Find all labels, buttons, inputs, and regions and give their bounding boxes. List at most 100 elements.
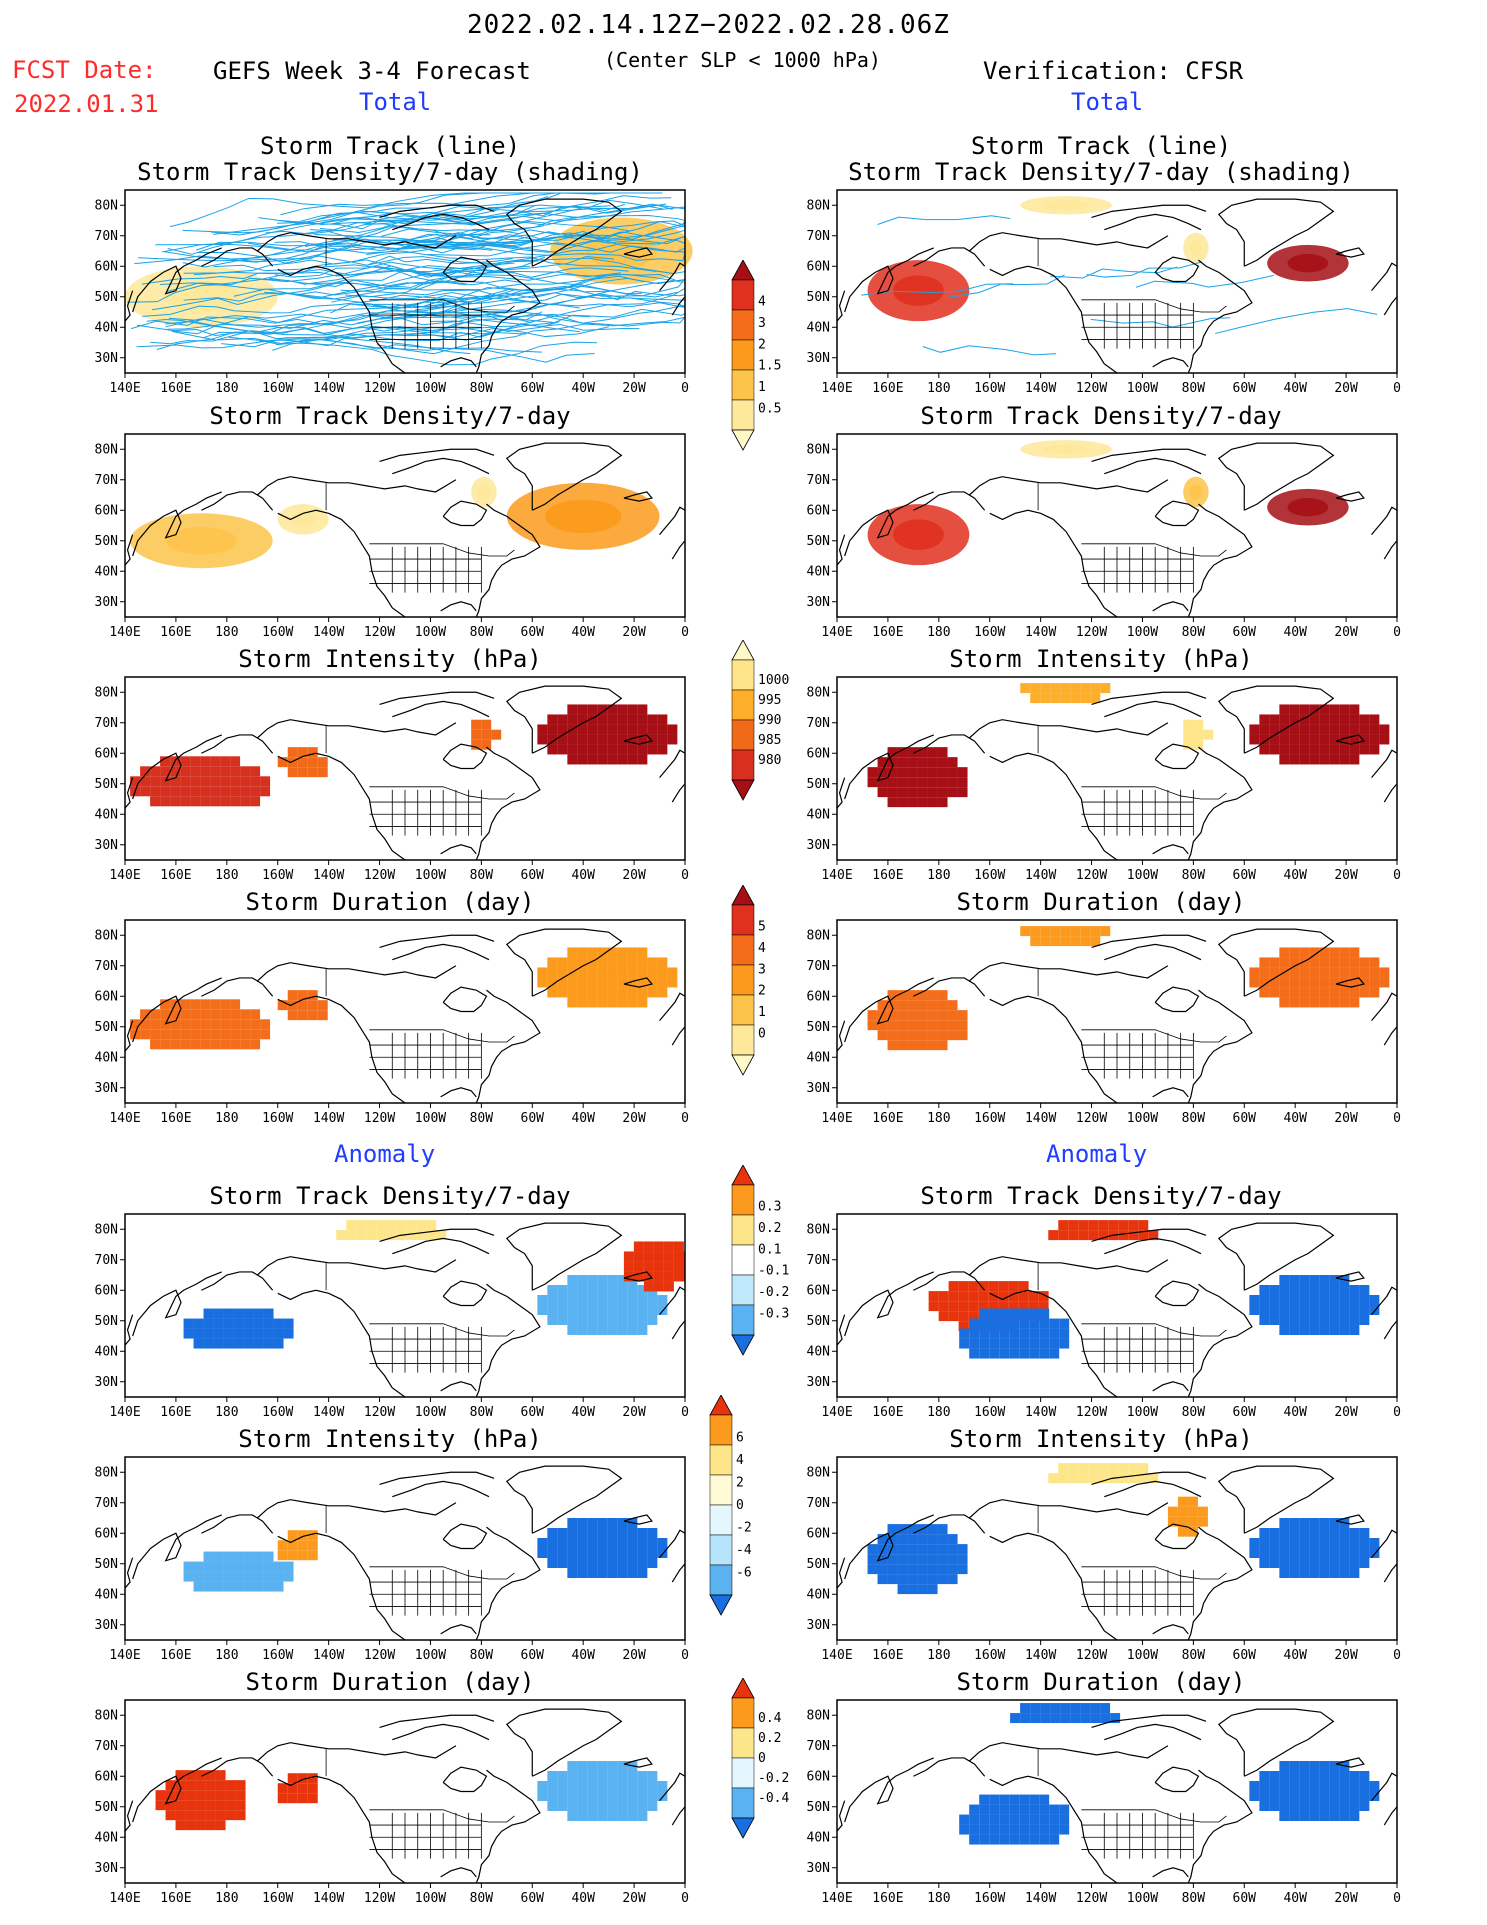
- grid-cell-pacific_neg: [999, 1814, 1010, 1825]
- grid-cell-arctic_pos: [1048, 1230, 1059, 1241]
- grid-cell-atlantic: [1349, 754, 1360, 765]
- colorbar-segment: [731, 964, 755, 996]
- grid-cell-hudson_pos: [1177, 1516, 1188, 1527]
- colorbar-label: 0: [736, 1498, 744, 1513]
- grid-cell-kamchatka_neg: [887, 1534, 898, 1545]
- grid-cell-atlantic: [557, 977, 568, 988]
- lon-label: 20W: [622, 1891, 646, 1906]
- lat-label: 30N: [807, 595, 830, 610]
- shaded-regions: [130, 947, 678, 1050]
- lon-label: 0: [681, 1891, 689, 1906]
- grid-cell-n_pacific: [170, 766, 181, 777]
- grid-cell-atlantic_neg: [1259, 1315, 1270, 1325]
- grid-cell-atlantic_neg: [1339, 1528, 1350, 1538]
- grid-cell-atlantic_neg: [607, 1548, 618, 1558]
- grid-cell-n_pacific_neg: [233, 1318, 244, 1329]
- grid-cell-n_pacific_neg: [223, 1571, 234, 1582]
- track-line: [248, 221, 630, 253]
- grid-cell-atlantic_neg: [1349, 1315, 1360, 1325]
- grid-cell-n_pacific_pos: [195, 1800, 206, 1811]
- grid-cell-atlantic: [597, 947, 608, 958]
- grid-cell-atlantic: [1309, 987, 1320, 998]
- grid-cell-atlantic_neg: [1349, 1548, 1360, 1558]
- gefs-dur-anom-title: Storm Duration (day): [245, 1668, 535, 1696]
- grid-cell-atlantic: [617, 997, 628, 1008]
- grid-cell-pacific_neg: [959, 1328, 970, 1339]
- grid-cell-atlantic_neg: [1279, 1548, 1290, 1558]
- grid-cell-atlantic: [627, 977, 638, 988]
- grid-cell-pacific_pos: [968, 1311, 979, 1322]
- grid-cell-atlantic: [1349, 957, 1360, 968]
- lon-label: 0: [681, 868, 689, 883]
- grid-cell-kamchatka: [937, 1030, 948, 1041]
- grid-cell-arctic_pos: [1078, 1473, 1089, 1484]
- grid-cell-atlantic_neg: [627, 1801, 638, 1811]
- grid-cell-atlantic_neg: [627, 1791, 638, 1801]
- lon-label: 20W: [1334, 1648, 1358, 1663]
- grid-cell-n_pacific_pos: [235, 1790, 246, 1801]
- grid-cell-atlantic_neg: [557, 1791, 568, 1801]
- lon-label: 80W: [470, 1111, 494, 1126]
- grid-cell-n_pacific_pos: [195, 1820, 206, 1831]
- lon-label: 20W: [1334, 1405, 1358, 1420]
- grid-cell-atlantic_neg: [617, 1538, 628, 1548]
- grid-cell-hudson_pos: [1187, 1506, 1198, 1517]
- grid-cell-atlantic_neg: [1359, 1295, 1370, 1305]
- grid-cell-atlantic_neg: [1259, 1538, 1270, 1548]
- lon-label: 140E: [109, 868, 140, 883]
- grid-cell-atlantic_neg: [1259, 1285, 1270, 1295]
- grid-cell-n_pacific: [250, 1029, 261, 1040]
- map-frame: [124, 919, 686, 1104]
- colorbar-segment: [709, 1444, 733, 1476]
- grid-cell-atlantic_neg: [607, 1791, 618, 1801]
- grid-cell-atlantic: [1299, 977, 1310, 988]
- grid-cell-atlantic_neg: [1289, 1528, 1300, 1538]
- grid-cell-atlantic_neg: [1329, 1558, 1340, 1568]
- lon-label: 160E: [160, 1405, 191, 1420]
- colorbar-segment: [731, 994, 755, 1026]
- grid-cell-atlantic: [1329, 977, 1340, 988]
- grid-cell-kamchatka: [957, 1030, 968, 1041]
- lon-label: 160E: [160, 868, 191, 883]
- grid-cell-kamchatka_neg: [917, 1554, 928, 1565]
- lat-label: 40N: [807, 564, 830, 579]
- lon-label: 60W: [521, 1891, 545, 1906]
- grid-cell-atlantic: [577, 734, 588, 745]
- coastline: [836, 928, 1398, 1104]
- grid-cell-arctic: [1080, 693, 1091, 704]
- lon-label: 160W: [974, 1891, 1005, 1906]
- lon-label: 120W: [364, 868, 395, 883]
- grid-cell-n_pacific_neg: [203, 1551, 214, 1562]
- grid-cell-atlantic_neg: [597, 1771, 608, 1781]
- grid-cell-pacific_neg: [999, 1348, 1010, 1359]
- grid-cell-atlantic: [1329, 714, 1340, 725]
- grid-cell-n_pacific_pos: [195, 1770, 206, 1781]
- grid-cell-atlantic: [627, 987, 638, 998]
- lon-label: 0: [1393, 1891, 1401, 1906]
- grid-cell-kamchatka: [937, 747, 948, 758]
- grid-cell-alaska_pos: [297, 1530, 308, 1541]
- colorbar-label: -0.2: [758, 1285, 789, 1300]
- lon-label: 140E: [821, 1405, 852, 1420]
- lon-label: 180: [215, 1405, 238, 1420]
- track-line: [396, 294, 686, 313]
- grid-cell-atlantic: [567, 947, 578, 958]
- density-core-greenland_low: [1287, 498, 1329, 517]
- grid-cell-kamchatka: [907, 990, 918, 1001]
- grid-cell-atlantic: [557, 987, 568, 998]
- grid-cell-alaska: [277, 757, 288, 768]
- grid-cell-atlantic_neg: [1289, 1771, 1300, 1781]
- track-line: [331, 278, 686, 303]
- lat-label: 60N: [95, 259, 118, 274]
- canada-us-border: [1081, 786, 1227, 800]
- grid-cell-kamchatka: [927, 990, 938, 1001]
- grid-cell-atlantic_neg: [617, 1811, 628, 1821]
- grid-cell-atlantic: [627, 714, 638, 725]
- grid-cell-pacific_neg: [1059, 1804, 1070, 1815]
- grid-cell-pacific_pos: [948, 1301, 959, 1312]
- grid-cell-atlantic: [1359, 977, 1370, 988]
- lon-label: 120W: [364, 1648, 395, 1663]
- grid-cell-pacific_neg: [979, 1794, 990, 1805]
